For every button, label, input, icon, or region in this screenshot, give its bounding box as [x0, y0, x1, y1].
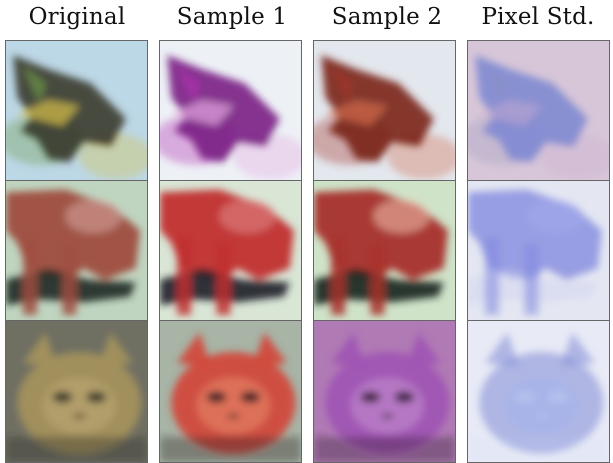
image-tile: [313, 320, 456, 463]
image-tile: [159, 320, 302, 463]
column-header-pixel-std: Pixel Std.: [481, 4, 595, 30]
column-header-sample-1: Sample 1: [176, 4, 288, 30]
image-tile: [5, 180, 148, 323]
image-tile: [313, 180, 456, 323]
image-tile: [159, 40, 302, 183]
image-tile: [313, 40, 456, 183]
column-header-sample-2: Sample 2: [331, 4, 443, 30]
image-tile: [467, 180, 610, 323]
image-tile: [467, 320, 610, 463]
image-tile: [159, 180, 302, 323]
image-tile: [5, 40, 148, 183]
image-tile: [467, 40, 610, 183]
image-tile: [5, 320, 148, 463]
column-header-original: Original: [28, 4, 126, 30]
